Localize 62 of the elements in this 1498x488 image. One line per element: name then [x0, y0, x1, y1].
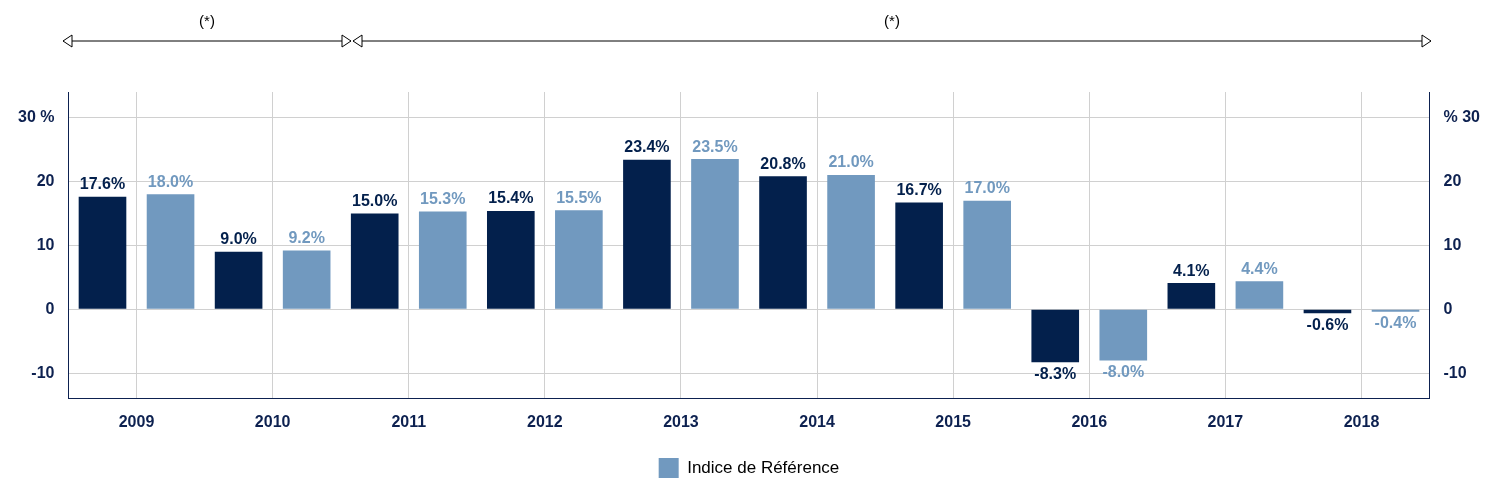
x-tick-label: 2018 — [1343, 412, 1380, 430]
data-label: 9.0% — [220, 230, 257, 248]
y2-tick-label: 20 — [1443, 171, 1462, 189]
bar — [1371, 309, 1420, 312]
bar — [623, 159, 671, 309]
y2-tick-label: -10 — [1443, 363, 1467, 381]
data-label: 18.0% — [147, 172, 194, 190]
x-tick-label: 2015 — [935, 412, 972, 430]
data-label: 23.4% — [624, 138, 670, 156]
bar — [418, 211, 467, 309]
legend-label: Indice de Référence — [687, 457, 840, 477]
text: (*) — [199, 12, 215, 29]
data-label: -0.4% — [1374, 314, 1417, 332]
data-label: 20.8% — [760, 154, 806, 172]
bar — [827, 175, 875, 309]
data-label: 15.0% — [352, 191, 398, 209]
data-label: 4.1% — [1173, 261, 1210, 279]
x-tick-label: 2017 — [1207, 412, 1244, 430]
x-tick-label: 2011 — [391, 412, 427, 430]
data-label: 23.5% — [692, 137, 738, 155]
x-tick-label: 2009 — [118, 412, 155, 430]
y-tick-label: 20 — [36, 171, 55, 189]
bar — [146, 194, 195, 309]
bar — [963, 200, 1012, 309]
bar — [1167, 283, 1216, 309]
data-label: 15.4% — [488, 189, 534, 207]
y2-tick-label: % 30 — [1443, 107, 1481, 125]
x-tick-label: 2013 — [663, 412, 699, 430]
data-label: 15.3% — [420, 189, 466, 207]
data-label: 17.0% — [964, 179, 1010, 197]
data-label: 4.4% — [1241, 259, 1278, 277]
bar — [487, 210, 535, 309]
data-label: -0.6% — [1306, 315, 1349, 333]
x-tick-label: 2010 — [254, 412, 291, 430]
bar — [759, 176, 807, 309]
y2-tick-label: 0 — [1443, 299, 1453, 317]
data-label: 9.2% — [288, 228, 325, 246]
x-tick-label: 2016 — [1071, 412, 1108, 430]
bar — [1031, 309, 1080, 363]
bar — [1099, 309, 1148, 361]
bar — [282, 250, 331, 309]
y2-tick-label: 10 — [1443, 235, 1462, 253]
bar — [895, 202, 943, 309]
data-label: 17.6% — [79, 175, 126, 193]
data-label: 15.5% — [556, 188, 602, 206]
x-tick-label: 2012 — [527, 412, 563, 430]
data-label: 16.7% — [896, 180, 942, 198]
bar — [78, 196, 127, 309]
x-tick-label: 2014 — [799, 412, 835, 430]
bar — [350, 213, 399, 309]
bar — [214, 251, 263, 309]
data-label: -8.3% — [1034, 364, 1077, 382]
text: (*) — [884, 12, 900, 29]
data-label: 21.0% — [828, 153, 874, 171]
bar — [1235, 281, 1284, 309]
data-label: -8.0% — [1102, 362, 1145, 380]
y-tick-label: 10 — [36, 235, 55, 253]
y-tick-label: 0 — [45, 299, 55, 317]
bar — [555, 210, 603, 309]
y-tick-label: 30 % — [18, 107, 55, 125]
y-tick-label: -10 — [31, 363, 55, 381]
bar — [691, 159, 739, 309]
